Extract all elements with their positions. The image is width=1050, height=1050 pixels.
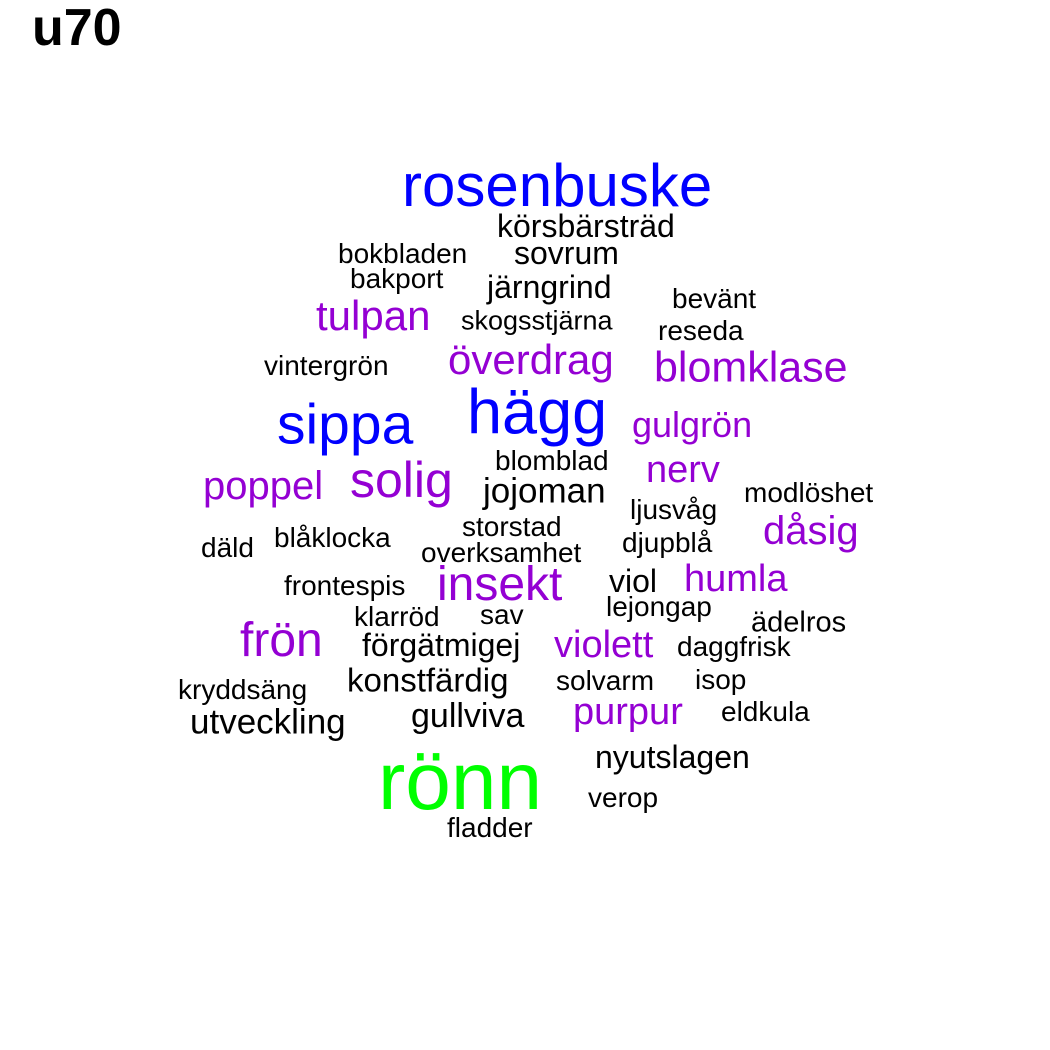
word-rosenbuske: rosenbuske (402, 152, 713, 219)
word-overksamhet: overksamhet (421, 537, 582, 568)
word-bakport: bakport (350, 263, 444, 294)
word-blåklocka: blåklocka (274, 522, 391, 553)
word-sovrum: sovrum (514, 235, 619, 271)
word-humla: humla (684, 558, 788, 600)
word-violett: violett (554, 624, 654, 666)
word-tulpan: tulpan (316, 292, 431, 339)
word-nyutslagen: nyutslagen (595, 739, 750, 775)
word-verop: verop (588, 782, 659, 813)
word-fladder: fladder (447, 812, 533, 843)
word-solvarm: solvarm (556, 665, 655, 696)
word-sippa: sippa (277, 392, 414, 457)
word-gullviva: gullviva (411, 697, 525, 735)
word-däld: däld (201, 532, 254, 563)
word-viol: viol (609, 563, 658, 599)
word-järngrind: järngrind (487, 269, 612, 305)
word-eldkula: eldkula (721, 696, 810, 727)
word-hägg: hägg (467, 377, 608, 448)
word-reseda: reseda (658, 315, 744, 346)
word-poppel: poppel (203, 464, 324, 508)
word-körsbärsträd: körsbärsträd (497, 208, 675, 244)
word-bokbladen: bokbladen (338, 238, 468, 269)
word-djupblå: djupblå (622, 527, 713, 558)
word-insekt: insekt (437, 558, 563, 611)
chart-title: u70 (32, 0, 122, 57)
word-kryddsäng: kryddsäng (178, 674, 308, 705)
word-sav: sav (480, 599, 524, 630)
word-gulgrön: gulgrön (632, 404, 753, 445)
word-lejongap: lejongap (606, 591, 712, 622)
word-blomklase: blomklase (654, 343, 848, 392)
word-jojoman: jojoman (483, 471, 606, 511)
word-ädelros: ädelros (751, 606, 847, 639)
word-utveckling: utveckling (190, 702, 346, 742)
word-frön: frön (240, 614, 323, 667)
word-solig: solig (350, 452, 453, 508)
word-vintergrön: vintergrön (264, 350, 389, 381)
word-daggfrisk: daggfrisk (677, 631, 791, 662)
word-skogsstjärna: skogsstjärna (461, 305, 613, 336)
word-storstad: storstad (462, 511, 562, 542)
word-frontespis: frontespis (284, 570, 406, 601)
word-blomblad: blomblad (495, 445, 609, 476)
word-konstfärdig: konstfärdig (347, 661, 509, 699)
word-ljusvåg: ljusvåg (630, 494, 718, 525)
word-nerv: nerv (646, 449, 720, 491)
word-dåsig: dåsig (763, 509, 859, 553)
word-isop: isop (695, 664, 747, 695)
word-purpur: purpur (573, 691, 683, 733)
word-modlöshet: modlöshet (744, 477, 874, 508)
word-förgätmigej: förgätmigej (362, 627, 521, 663)
word-klarröd: klarröd (354, 601, 440, 632)
word-rönn: rönn (378, 736, 543, 827)
word-överdrag: överdrag (448, 336, 614, 383)
word-bevänt: bevänt (672, 283, 757, 314)
